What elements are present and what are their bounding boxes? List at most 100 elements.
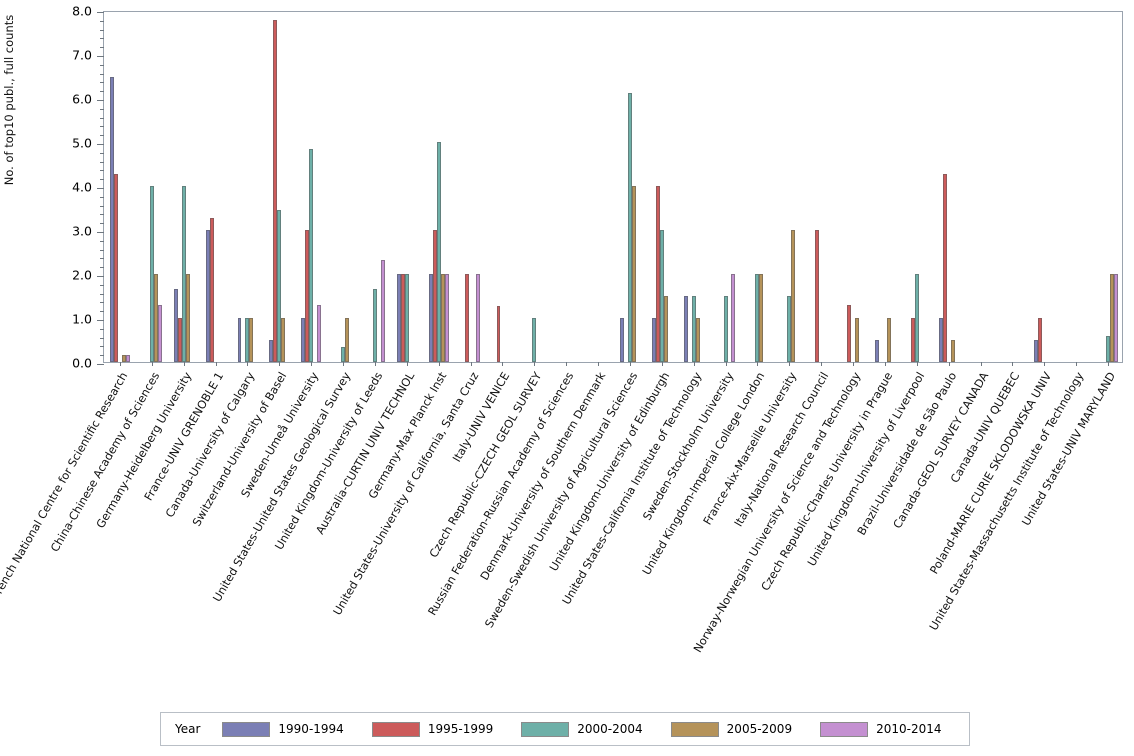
bar xyxy=(173,289,178,362)
bar xyxy=(655,186,660,362)
bar xyxy=(875,340,879,362)
x-tick xyxy=(311,362,313,366)
bar xyxy=(436,142,441,362)
x-tick xyxy=(884,362,886,366)
legend: Year 1990-1994 1995-1999 2000-2004 2005-200… xyxy=(160,712,970,746)
x-tick xyxy=(215,362,217,366)
bar xyxy=(855,318,859,362)
bar xyxy=(942,173,947,362)
x-tick xyxy=(119,362,121,366)
bar xyxy=(950,340,955,362)
x-tick xyxy=(374,362,376,366)
bar xyxy=(281,318,286,362)
x-tick xyxy=(1012,362,1014,366)
y-tick-label: 7.0 xyxy=(72,47,92,63)
x-tick xyxy=(502,362,504,366)
x-tick xyxy=(853,362,855,366)
y-tick-major xyxy=(97,100,104,101)
bar xyxy=(631,186,636,362)
x-tick xyxy=(629,362,631,366)
bar xyxy=(301,318,306,362)
y-tick-major xyxy=(97,364,104,365)
x-tick xyxy=(916,362,918,366)
x-tick xyxy=(725,362,727,366)
bar xyxy=(620,318,624,362)
bar xyxy=(1106,335,1111,362)
bar xyxy=(273,19,278,362)
y-tick-minor xyxy=(100,20,104,22)
x-tick xyxy=(1108,362,1110,366)
bar xyxy=(404,274,409,362)
x-tick xyxy=(247,362,249,366)
legend-entry[interactable]: 1990-1994 xyxy=(222,721,344,737)
bar xyxy=(1110,274,1114,362)
y-tick-minor xyxy=(100,29,104,31)
bar xyxy=(683,296,688,362)
bar xyxy=(886,318,891,362)
bar xyxy=(659,230,664,362)
y-tick-minor xyxy=(100,346,104,348)
legend-swatch xyxy=(820,721,869,737)
y-tick-minor xyxy=(100,249,104,251)
bar xyxy=(428,274,433,362)
bars-layer xyxy=(104,12,1122,362)
x-tick xyxy=(789,362,791,366)
legend-entry[interactable]: 2010-2014 xyxy=(820,721,942,737)
x-tick-label: Poland-MARIE CURIE SKLODOWSKA UNIV xyxy=(927,370,1055,577)
bar xyxy=(277,210,282,362)
bar xyxy=(496,306,501,362)
bar xyxy=(938,318,943,362)
x-tick xyxy=(534,362,536,366)
y-tick-major xyxy=(97,232,104,233)
y-tick-minor xyxy=(100,117,104,119)
y-tick-minor xyxy=(100,240,104,242)
legend-swatch xyxy=(670,721,719,737)
y-tick-major xyxy=(97,56,104,57)
bar xyxy=(121,354,126,362)
bar xyxy=(914,274,919,362)
x-tick-label: Italy-UNIV VENICE xyxy=(450,370,513,465)
bar xyxy=(380,259,385,362)
y-tick-minor xyxy=(100,223,104,225)
x-tick xyxy=(438,362,440,366)
legend-swatch xyxy=(222,721,271,737)
bar xyxy=(149,186,154,362)
bar xyxy=(695,318,700,362)
bar xyxy=(400,274,405,362)
bar xyxy=(125,354,130,362)
bar xyxy=(755,274,760,362)
y-tick-label: 4.0 xyxy=(72,179,92,195)
legend-entry[interactable]: 2005-2009 xyxy=(670,721,792,737)
y-tick-minor xyxy=(100,293,104,295)
x-tick xyxy=(821,362,823,366)
bar xyxy=(396,274,401,362)
bar xyxy=(759,274,764,362)
x-tick xyxy=(980,362,982,366)
bar xyxy=(444,274,449,362)
y-tick-minor xyxy=(100,337,104,339)
bar xyxy=(627,92,632,362)
x-tick xyxy=(693,362,695,366)
y-tick-minor xyxy=(100,91,104,93)
y-axis-tick-labels: 0.0 1.0 2.0 3.0 4.0 5.0 6.0 7.0 8.0 xyxy=(0,4,100,371)
bar xyxy=(341,347,346,362)
legend-entry[interactable]: 2000-2004 xyxy=(521,721,643,737)
y-tick-minor xyxy=(100,258,104,260)
y-tick-label: 0.0 xyxy=(72,355,92,371)
legend-swatch xyxy=(521,721,570,737)
x-tick xyxy=(406,362,408,366)
y-tick-minor xyxy=(100,302,104,304)
y-tick-minor xyxy=(100,196,104,198)
bar xyxy=(723,296,728,362)
y-tick-label: 6.0 xyxy=(72,91,92,107)
y-tick-minor xyxy=(100,64,104,66)
y-tick-minor xyxy=(100,355,104,357)
y-tick-label: 3.0 xyxy=(72,223,92,239)
x-tick xyxy=(757,362,759,366)
legend-entry[interactable]: 1995-1999 xyxy=(371,721,493,737)
x-tick xyxy=(1076,362,1078,366)
bar xyxy=(440,274,445,362)
y-tick-label: 2.0 xyxy=(72,267,92,283)
y-tick-minor xyxy=(100,267,104,269)
bar xyxy=(269,340,274,362)
